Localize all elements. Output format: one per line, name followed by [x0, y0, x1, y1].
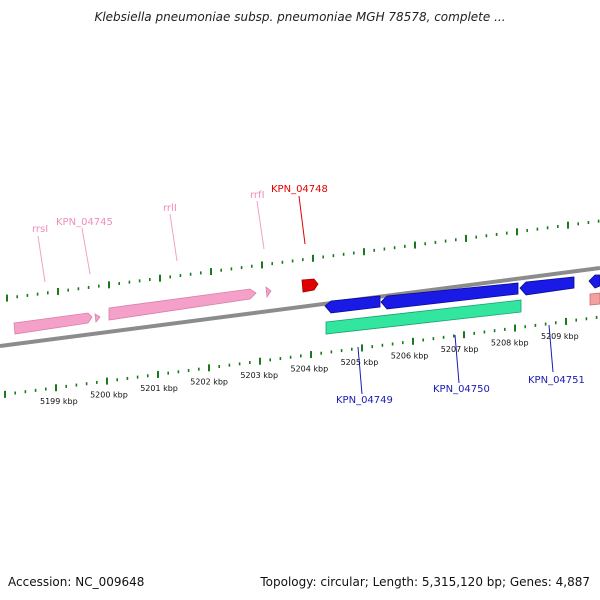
map-title: Klebsiella pneumoniae subsp. pneumoniae …	[94, 10, 506, 24]
scale-tick-label: 5209 kbp	[541, 332, 579, 341]
gene-label-rrlI[interactable]: rrlI	[163, 203, 177, 214]
gene-KPN_04749[interactable]	[324, 295, 381, 314]
scale-tick-label: 5199 kbp	[40, 397, 78, 406]
gene-label-rrfI[interactable]: rrfI	[250, 190, 265, 201]
leader-rrfI	[256, 200, 265, 250]
gene-next-pink[interactable]	[589, 292, 600, 306]
gene-label-KPN_04750[interactable]: KPN_04750	[433, 384, 490, 395]
scale-tick-label: 5205 kbp	[341, 358, 379, 367]
gene-KPN_04745[interactable]	[94, 313, 101, 323]
leader-rrlI	[169, 213, 178, 262]
gene-rrfI[interactable]	[265, 286, 272, 299]
genome-backbone	[0, 266, 600, 348]
summary-text: Topology: circular; Length: 5,315,120 bp…	[260, 575, 590, 589]
gene-label-KPN_04751[interactable]: KPN_04751	[528, 375, 585, 386]
scale-tick-label: 5207 kbp	[441, 345, 479, 354]
upper-tick-track	[6, 219, 600, 302]
gene-label-KPN_04749[interactable]: KPN_04749	[336, 395, 393, 406]
gene-KPN_04750-green[interactable]	[325, 299, 522, 335]
gene-KPN_04751[interactable]	[519, 276, 575, 296]
scale-tick-label: 5206 kbp	[391, 351, 429, 360]
scale-tick-label: 5203 kbp	[240, 371, 278, 380]
accession-text: Accession: NC_009648	[8, 575, 145, 589]
scale-tick-label: 5200 kbp	[90, 390, 128, 399]
gene-KPN_04750[interactable]	[380, 282, 519, 310]
scale-tick-label: 5202 kbp	[190, 377, 228, 386]
leader-KPN_04748	[298, 195, 306, 245]
scale-tick-label: 5208 kbp	[491, 338, 529, 347]
leader-KPN_04749	[357, 346, 363, 395]
gene-label-KPN_04748[interactable]: KPN_04748	[271, 184, 328, 195]
scale-tick-label: 5201 kbp	[140, 384, 178, 393]
gene-rrlI[interactable]	[108, 288, 257, 321]
scale-tick-label: 5204 kbp	[291, 364, 329, 373]
gene-KPN_04748[interactable]	[301, 278, 319, 293]
leader-rrsI	[37, 235, 46, 283]
leader-KPN_04751	[548, 324, 554, 373]
leader-KPN_04750	[454, 334, 460, 384]
lower-tick-track	[4, 315, 598, 398]
gene-label-KPN_04745[interactable]: KPN_04745	[56, 217, 113, 228]
gene-label-rrsI[interactable]: rrsI	[32, 224, 48, 235]
leader-KPN_04745	[81, 227, 91, 275]
scale-labels: 5199 kbp 5200 kbp 5201 kbp 5202 kbp 5203 kbp…	[40, 332, 579, 406]
gene-next-minus[interactable]	[588, 274, 600, 289]
gene-rrsI[interactable]	[13, 312, 93, 335]
